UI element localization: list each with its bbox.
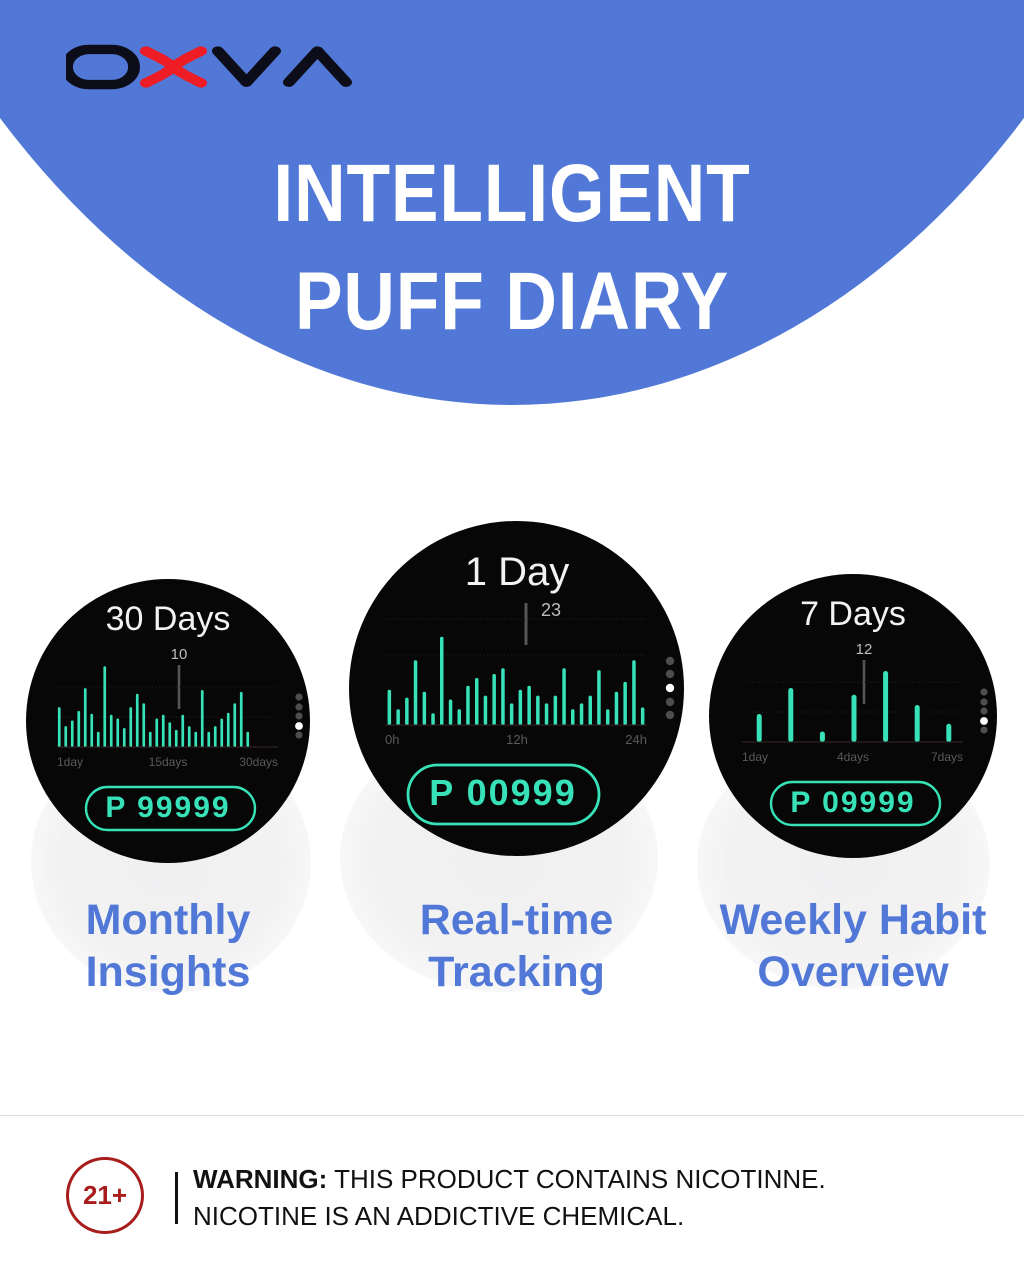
svg-text:7days: 7days	[931, 750, 963, 764]
svg-text:P 00999: P 00999	[429, 772, 576, 813]
svg-text:15days: 15days	[149, 755, 188, 769]
svg-text:30 Days: 30 Days	[106, 600, 231, 638]
svg-text:7 Days: 7 Days	[800, 595, 906, 633]
svg-text:10: 10	[171, 646, 188, 663]
svg-text:1day: 1day	[57, 755, 83, 769]
svg-text:12: 12	[856, 641, 873, 658]
svg-text:0h: 0h	[385, 732, 399, 747]
svg-text:P 09999: P 09999	[790, 786, 915, 819]
svg-text:24h: 24h	[625, 732, 647, 747]
svg-text:1 Day: 1 Day	[465, 550, 570, 594]
svg-text:P 99999: P 99999	[105, 791, 230, 824]
svg-text:12h: 12h	[506, 732, 528, 747]
svg-text:4days: 4days	[837, 750, 869, 764]
svg-text:30days: 30days	[239, 755, 278, 769]
svg-text:1day: 1day	[742, 750, 768, 764]
svg-text:23: 23	[541, 600, 561, 620]
